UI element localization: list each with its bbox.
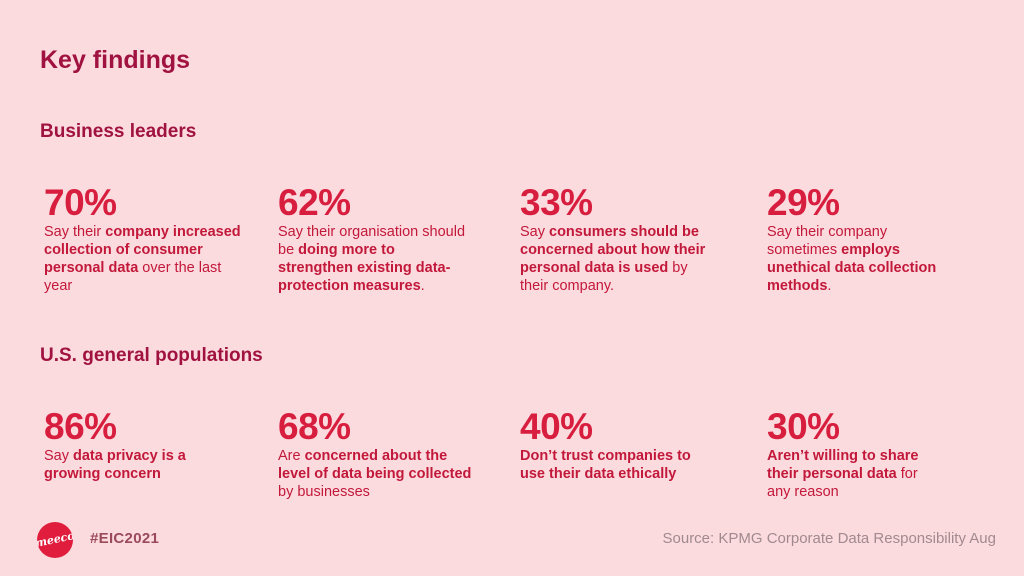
stat-description: Say their company increased collection o… [44,223,249,295]
stat-description: Don’t trust companies to use their data … [520,447,710,483]
stat-emphasis: doing more to strengthen existing data-p… [278,242,451,294]
stat-emphasis: employs unethical data collection method… [767,242,937,294]
stat-emphasis: data privacy is a growing concern [44,448,186,482]
stat-description: Are concerned about the level of data be… [278,447,473,501]
meeco-logo: meeco [37,522,73,558]
stat-text: over the last year [44,260,222,294]
stat-text: Say [520,224,550,240]
stat-percentage: 70% [44,182,117,223]
section-heading-business-leaders: Business leaders [40,121,197,142]
stat-emphasis: Don’t trust companies to use their data … [520,448,691,482]
stat-business-4: 29% Say their company sometimes employs … [767,184,937,295]
stat-text: Are [278,448,305,464]
stat-percentage: 40% [520,406,593,447]
stat-emphasis: consumers should be concerned about how … [520,224,706,276]
stat-percentage: 62% [278,182,351,223]
stat-text: for any reason [767,466,918,500]
stat-emphasis: concerned about the level of data being … [278,448,472,482]
section-heading-us-general-populations: U.S. general populations [40,345,263,366]
stat-description: Say consumers should be concerned about … [520,223,715,295]
stat-business-3: 33% Say consumers should be concerned ab… [520,184,715,295]
stat-text: Say their company sometimes [767,224,888,258]
event-hashtag: #EIC2021 [90,530,160,547]
stat-description: Say their organisation should be doing m… [278,223,468,295]
logo-wordmark: meeco [37,529,73,550]
stat-population-1: 86% Say data privacy is a growing concer… [44,408,224,483]
stat-population-4: 30% Aren’t willing to share their person… [767,408,942,501]
stat-percentage: 29% [767,182,840,223]
stat-emphasis: Aren’t willing to share their personal d… [767,448,919,482]
stat-population-2: 68% Are concerned about the level of dat… [278,408,473,501]
stat-text: Say their [44,224,106,240]
stat-text: by their company. [520,260,688,294]
stat-business-1: 70% Say their company increased collecti… [44,184,249,295]
stat-description: Say their company sometimes employs unet… [767,223,937,295]
stat-percentage: 86% [44,406,117,447]
page-title: Key findings [40,46,191,74]
stat-percentage: 33% [520,182,593,223]
stat-description: Say data privacy is a growing concern [44,447,224,483]
stat-text: Say [44,448,74,464]
stat-percentage: 68% [278,406,351,447]
stat-description: Aren’t willing to share their personal d… [767,447,942,501]
stat-business-2: 62% Say their organisation should be doi… [278,184,468,295]
stat-population-3: 40% Don’t trust companies to use their d… [520,408,710,483]
stat-percentage: 30% [767,406,840,447]
stat-text: by businesses [278,484,370,500]
source-citation: Source: KPMG Corporate Data Responsibili… [662,530,997,547]
stat-text: . [827,278,832,294]
meeco-logo-icon: meeco [37,529,73,550]
stat-text: Say their organisation should be [278,224,466,258]
stat-text: . [420,278,425,294]
stat-emphasis: company increased collection of consumer… [44,224,241,276]
